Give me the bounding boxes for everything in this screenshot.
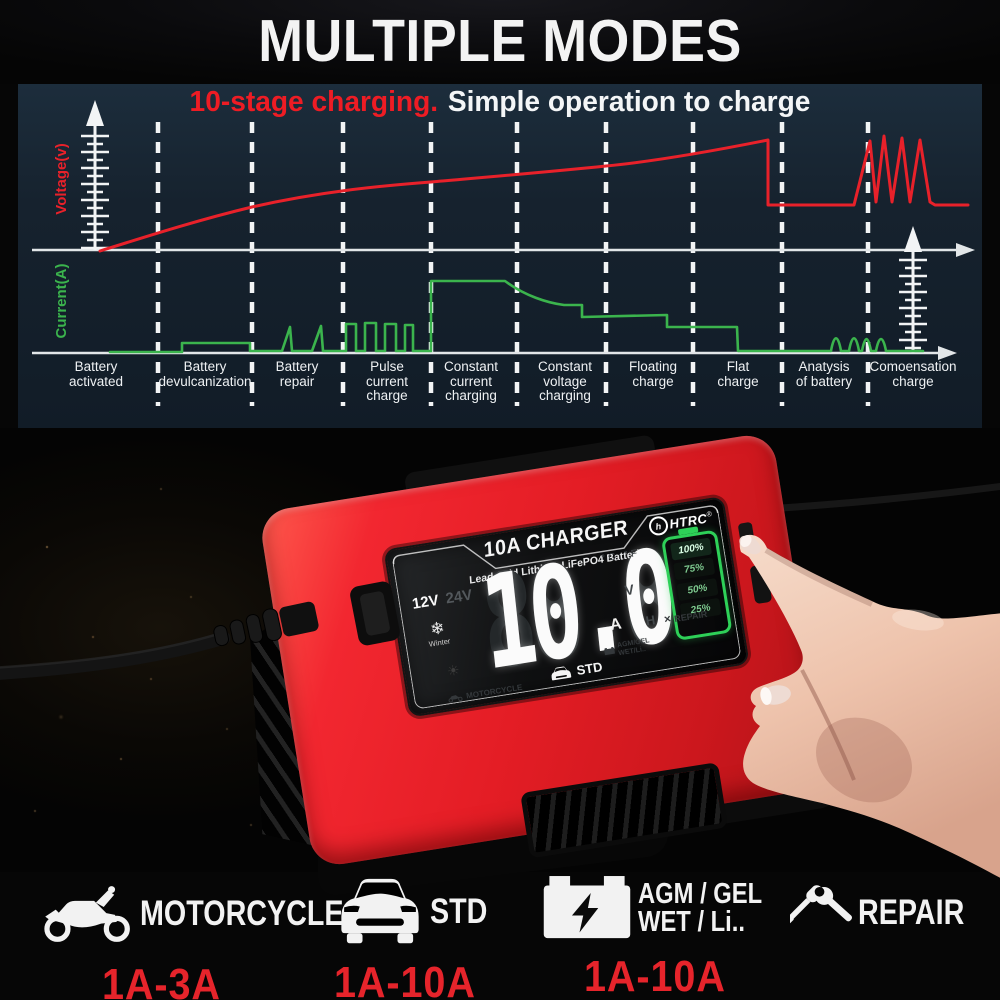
stage-label-8: Flat charge [717,359,759,389]
feature-motorcycle: MOTORCYCLE 1A-3A [40,882,388,1000]
feature-motorcycle-range: 1A-3A [102,960,221,1000]
lcd-screen: 10A CHARGER h HTRC ® Lead Acid Lithium L… [383,495,750,718]
voltage-ruler [81,100,109,250]
finger-crease [800,669,856,781]
feature-std: STD 1A-10A [334,876,500,1000]
stage-label-9: Anatysis of battery [795,359,853,389]
feature-strip: MOTORCYCLE 1A-3A STD 1A-10A [0,870,1000,1000]
feature-agm: AGM / GEL WET / Li.. 1A-10A [540,874,789,1000]
feature-std-range: 1A-10A [334,958,476,1000]
stage-label-7: Floating charge [628,359,678,389]
index-shade [764,547,874,607]
chart-subtitle-highlight: 10-stage charging. [189,86,439,118]
current-axis-label: Current(A) [53,264,70,339]
cable-strain-relief [213,601,319,647]
car-icon [551,666,572,681]
charging-stages-chart: Voltage(v) Current(A) [32,100,975,406]
feature-std-label: STD [430,892,488,931]
stage-label-3: Battery repair [275,359,319,389]
hand-silhouette [739,534,1000,878]
voltage-curve [98,134,970,253]
battery-charger-device: 10A CHARGER h HTRC ® Lead Acid Lithium L… [258,431,845,869]
car-icon [341,878,419,944]
dc-input-port [350,581,400,646]
battery-icon [543,876,631,939]
knuckle-highlight [892,609,944,631]
stage-label-6: Constant voltage charging [537,359,593,403]
output-cable [748,482,1000,514]
motorcycle-icon-dim [448,695,463,703]
page-title: MULTIPLE MODES [258,7,742,74]
feature-agm-range: 1A-10A [584,952,726,1000]
stage-label-2: Battery devulcanization [158,359,252,389]
current-axis [32,346,957,360]
title-banner-line [392,505,719,570]
stage-label-5: Constant current charging [443,359,499,403]
current-curve [108,279,925,354]
charging-chart-panel: 10-stage charging. Simple operation to ch… [18,84,982,428]
chart-subtitle-rest: Simple operation to charge [447,86,811,118]
pointing-hand [739,534,1000,878]
stage-label-1: Battery activated [68,359,124,389]
stage-label-4: Pulse current charge [365,359,409,403]
agm-mode-dim: AGM/GEL WET/Li.. [603,637,651,659]
battery-icon-dim [604,646,615,656]
motorcycle-mode-dim: MOTORCYCLE [447,682,523,704]
feature-repair: REPAIR [790,884,988,942]
feature-motorcycle-label: MOTORCYCLE [140,894,344,933]
voltage-axis [32,243,975,257]
motorcycle-icon [44,886,130,942]
product-scene: 10A CHARGER h HTRC ® Lead Acid Lithium L… [0,428,1000,898]
stage-label-10: Comoensation charge [869,359,957,389]
feature-agm-label: AGM / GEL WET / Li.. [638,878,763,938]
stage-boundaries [155,122,871,406]
std-mode-indicator: STD [548,659,603,682]
chart-subtitle: 10-stage charging. Simple operation to ch… [32,86,967,119]
curl-shadow [816,717,912,803]
compensation-ruler [899,226,927,353]
voltage-axis-label: Voltage(v) [53,143,70,214]
feature-repair-label: REPAIR [858,893,965,932]
repair-tools-icon [790,885,853,924]
header: MULTIPLE MODES [0,0,1000,84]
power-cable [0,581,400,680]
